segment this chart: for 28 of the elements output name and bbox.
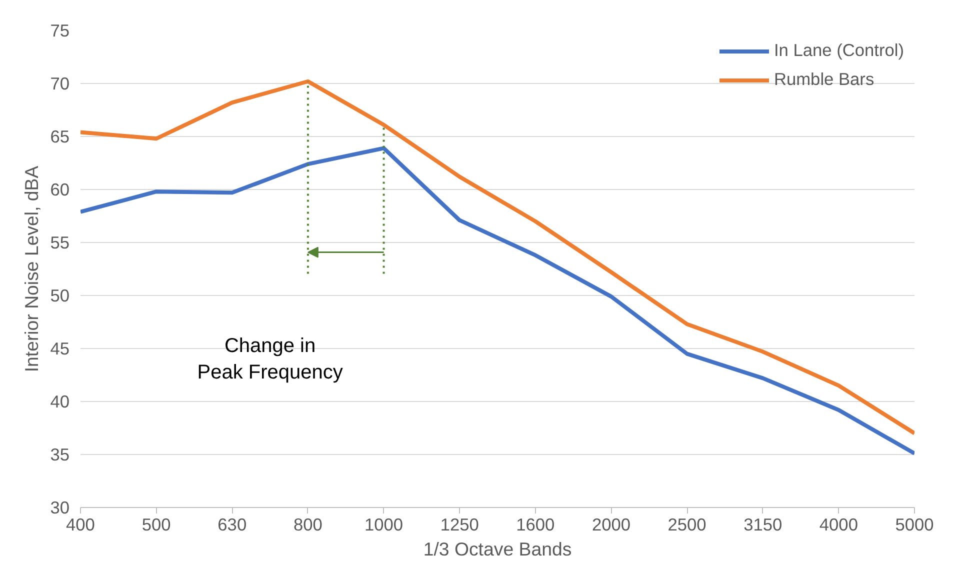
y-tick-label: 75 bbox=[50, 20, 70, 40]
legend-label: In Lane (Control) bbox=[774, 40, 904, 61]
x-tick-label: 5000 bbox=[895, 514, 934, 534]
y-tick-label: 60 bbox=[50, 180, 70, 200]
x-tick-label: 400 bbox=[66, 514, 95, 534]
y-tick-label: 50 bbox=[50, 286, 70, 306]
y-tick-label: 45 bbox=[50, 338, 70, 358]
x-tick-label: 500 bbox=[142, 514, 171, 534]
legend-label: Rumble Bars bbox=[774, 69, 874, 90]
x-tick-label: 2000 bbox=[592, 514, 631, 534]
x-tick-label: 800 bbox=[294, 514, 322, 534]
annotation: Change in Peak Frequency bbox=[197, 335, 343, 384]
y-axis-title: Interior Noise Level, dBA bbox=[21, 165, 42, 372]
x-tick-label: 3150 bbox=[744, 514, 782, 534]
y-tick-label: 40 bbox=[50, 392, 70, 412]
x-tick-label: 1600 bbox=[516, 514, 555, 534]
x-axis-title: 1/3 Octave Bands bbox=[423, 538, 572, 560]
x-tick-label: 4000 bbox=[819, 514, 858, 534]
line-series bbox=[80, 146, 914, 456]
y-tick-label: 70 bbox=[50, 74, 70, 94]
y-tick-label: 35 bbox=[50, 444, 70, 464]
x-tick-label: 1000 bbox=[364, 514, 404, 534]
x-tick-label: 2500 bbox=[668, 514, 706, 534]
x-tick-label: 1250 bbox=[440, 514, 479, 534]
y-tick-label: 30 bbox=[50, 498, 70, 518]
y-tick-label: 65 bbox=[50, 126, 70, 146]
x-tick-label: 630 bbox=[218, 514, 247, 534]
y-tick-label: 55 bbox=[50, 232, 70, 252]
